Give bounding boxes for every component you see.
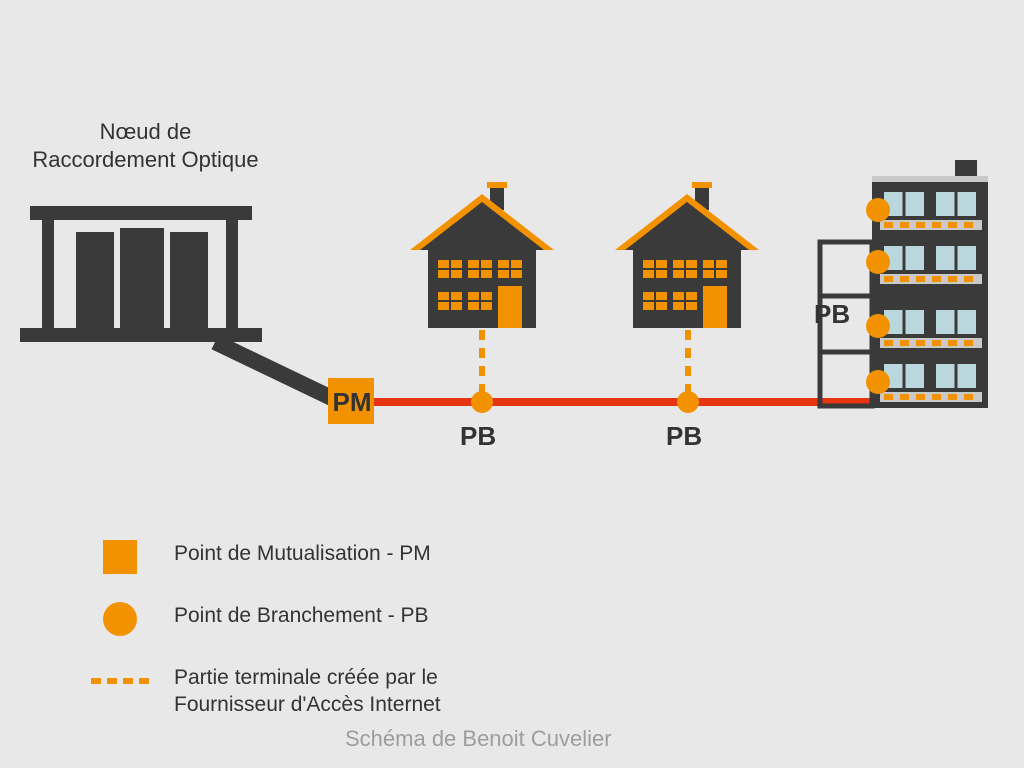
diagram-svg (0, 0, 1024, 520)
pm-text: PM (330, 386, 374, 419)
house-1 (410, 182, 554, 328)
nro-building (20, 206, 262, 342)
pb-label-building: PB (814, 298, 850, 331)
legend-row-pb: Point de Branchement - PB (90, 602, 441, 636)
legend-terminal-l1: Partie terminale créée par le (174, 666, 438, 689)
pb-label-1: PB (460, 420, 496, 453)
legend-icon-circle (90, 602, 150, 636)
nro-to-pm-cable (215, 342, 340, 402)
apartment-building (820, 160, 988, 408)
legend-text-terminal: Partie terminale créée par le Fournisseu… (174, 664, 441, 719)
house-2 (615, 182, 759, 328)
legend-text-pm: Point de Mutualisation - PM (174, 540, 431, 567)
legend-icon-square (90, 540, 150, 574)
credit-text: Schéma de Benoit Cuvelier (345, 726, 612, 752)
legend: Point de Mutualisation - PM Point de Bra… (90, 540, 441, 747)
legend-text-pb: Point de Branchement - PB (174, 602, 428, 629)
pb-label-2: PB (666, 420, 702, 453)
legend-terminal-l2: Fournisseur d'Accès Internet (174, 693, 441, 716)
legend-icon-dash (90, 664, 150, 698)
legend-row-terminal: Partie terminale créée par le Fournisseu… (90, 664, 441, 719)
pb-point-2 (677, 391, 699, 413)
legend-row-pm: Point de Mutualisation - PM (90, 540, 441, 574)
pb-point-1 (471, 391, 493, 413)
